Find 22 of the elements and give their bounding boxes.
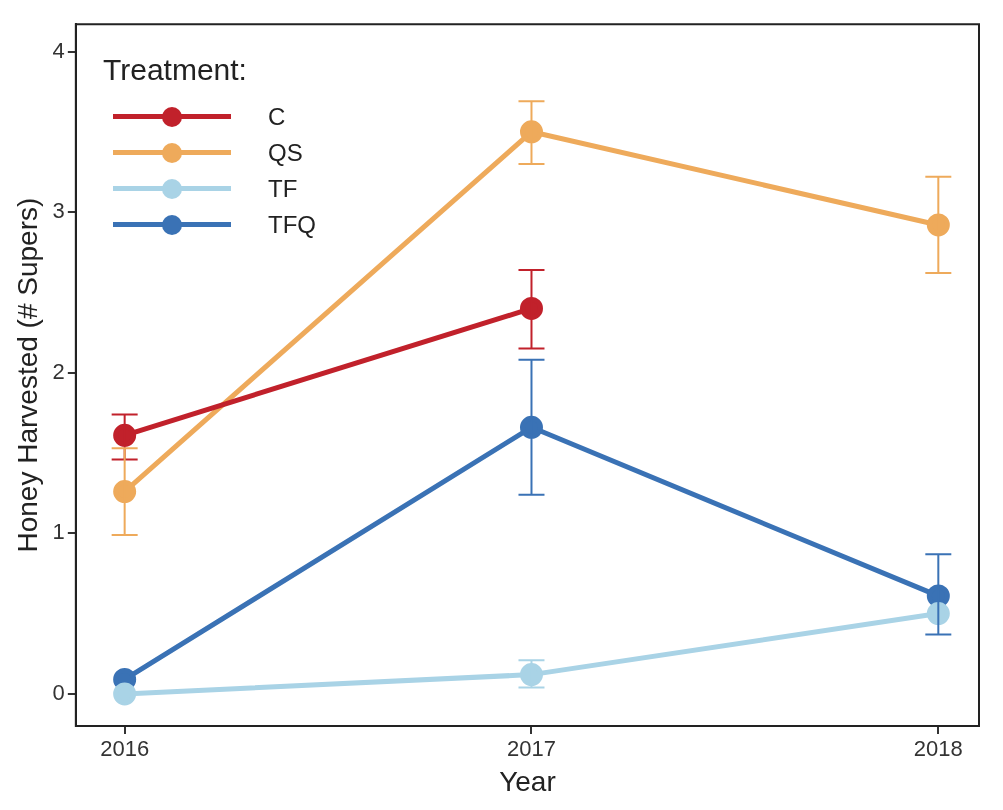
x-axis-title: Year	[499, 765, 556, 797]
point	[113, 480, 137, 504]
legend-label: QS	[268, 139, 303, 167]
point	[519, 415, 543, 439]
y-tick-label: 1	[52, 519, 65, 545]
x-tick-label: 2017	[507, 736, 556, 762]
point	[519, 296, 543, 320]
y-axis-title: Honey Harvested (# Supers)	[11, 197, 43, 553]
x-tick-label: 2018	[913, 736, 963, 762]
point	[926, 213, 950, 237]
legend-label: C	[268, 103, 286, 131]
legend-label: TF	[268, 175, 298, 203]
y-tick-label: 3	[52, 198, 65, 224]
y-tick-label: 4	[52, 37, 65, 63]
point	[519, 120, 543, 144]
y-tick-label: 2	[52, 358, 65, 384]
point	[113, 423, 137, 447]
legend-title: Treatment:	[103, 53, 248, 87]
y-tick-label: 0	[52, 679, 65, 705]
legend-label: TFQ	[268, 211, 316, 239]
x-tick-label: 2016	[100, 736, 150, 762]
point	[113, 682, 137, 706]
